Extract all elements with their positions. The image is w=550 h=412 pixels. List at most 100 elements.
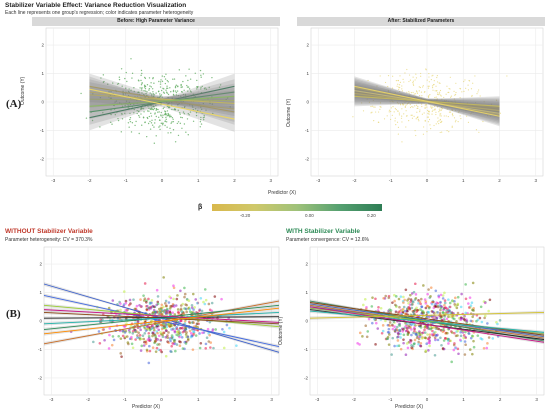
scatter-point <box>110 343 114 347</box>
scatter-point <box>225 98 227 101</box>
scatter-point <box>213 295 217 298</box>
scatter-point <box>175 327 179 331</box>
scatter-point <box>121 85 123 87</box>
scatter-point <box>181 86 184 88</box>
scatter-point <box>398 114 401 116</box>
scatter-point <box>438 122 440 125</box>
scatter-point <box>442 347 446 351</box>
scatter-point <box>394 107 396 110</box>
scatter-point <box>418 308 422 311</box>
scatter-point <box>400 117 403 119</box>
scatter-point <box>222 346 226 350</box>
scatter-point <box>201 85 204 88</box>
scatter-point <box>179 333 183 337</box>
scatter-point <box>417 105 419 108</box>
scatter-point <box>398 84 401 86</box>
scatter-point <box>125 87 127 89</box>
scatter-point <box>426 333 429 336</box>
scatter-point <box>214 328 217 331</box>
scatter-point <box>158 111 160 113</box>
scatter-point <box>160 79 162 81</box>
scatter-point <box>175 333 178 337</box>
scatter-point <box>123 331 127 334</box>
scatter-point <box>474 75 476 77</box>
scatter-point <box>419 110 421 113</box>
scatter-point <box>121 118 124 120</box>
scatter-point <box>410 306 414 310</box>
scatter-point <box>469 304 473 307</box>
scatter-point <box>419 341 423 345</box>
scatter-point <box>479 95 481 97</box>
scatter-point <box>401 85 403 87</box>
scatter-point <box>379 306 383 310</box>
y-tick-label: 1 <box>306 71 309 76</box>
scatter-point <box>151 324 155 327</box>
scatter-point <box>171 121 173 123</box>
scatter-point <box>151 312 154 316</box>
scatter-point <box>108 91 110 93</box>
scatter-point <box>451 316 455 320</box>
x-tick-label: 2 <box>499 397 502 402</box>
scatter-point <box>405 126 407 128</box>
scatter-point <box>398 86 401 89</box>
scatter-point <box>163 76 166 78</box>
scatter-point <box>210 309 214 313</box>
scatter-point <box>212 346 215 350</box>
scatter-point <box>158 126 160 128</box>
scatter-point <box>428 113 430 115</box>
scatter-point <box>128 298 132 302</box>
scatter-point <box>203 302 207 306</box>
scatter-point <box>107 83 109 85</box>
scatter-point <box>154 122 156 124</box>
scatter-point <box>182 329 186 332</box>
scatter-point <box>370 321 374 325</box>
scatter-point <box>419 302 422 306</box>
scatter-point <box>152 333 156 336</box>
scatter-point <box>471 281 475 285</box>
scatter-point <box>441 294 445 297</box>
scatter-point <box>127 107 129 109</box>
scatter-point <box>449 315 452 319</box>
scatter-point <box>390 110 392 113</box>
scatter-point <box>166 87 169 89</box>
scatter-point <box>414 79 416 81</box>
scatter-point <box>172 93 175 96</box>
scatter-point <box>394 117 396 119</box>
scatter-point <box>148 87 151 90</box>
scatter-point <box>156 108 158 111</box>
scatter-point <box>395 328 398 331</box>
scatter-point <box>410 303 414 306</box>
x-tick-label: 2 <box>498 178 501 183</box>
scatter-point <box>173 313 177 316</box>
x-tick-label: 3 <box>269 178 272 183</box>
scatter-point <box>209 102 211 105</box>
scatter-point <box>395 80 397 82</box>
scatter-point <box>235 344 238 347</box>
scatter-point <box>387 343 391 346</box>
scatter-point <box>381 329 385 333</box>
scatter-point <box>450 109 452 111</box>
scatter-point <box>142 337 146 341</box>
scatter-point <box>433 80 435 82</box>
scatter-point <box>176 90 179 92</box>
scatter-point <box>103 338 106 342</box>
scatter-point <box>379 108 381 110</box>
scatter-point <box>228 326 231 330</box>
scatter-point <box>180 86 182 89</box>
title-with: WITH Stabilizer Variable <box>286 228 361 235</box>
scatter-point <box>165 311 168 314</box>
scatter-point <box>222 330 226 334</box>
scatter-point <box>432 89 434 91</box>
scatter-point <box>470 113 472 115</box>
scatter-point <box>137 79 140 81</box>
scatter-point <box>427 327 431 330</box>
scatter-point <box>407 330 410 334</box>
scatter-point <box>177 313 181 316</box>
scatter-point <box>402 102 404 105</box>
scatter-point <box>410 344 413 347</box>
scatter-point <box>466 115 468 117</box>
scatter-point <box>467 84 469 86</box>
scatter-point <box>172 89 175 92</box>
scatter-point <box>178 69 181 71</box>
legend-tick-0: -0.20 <box>240 213 251 218</box>
